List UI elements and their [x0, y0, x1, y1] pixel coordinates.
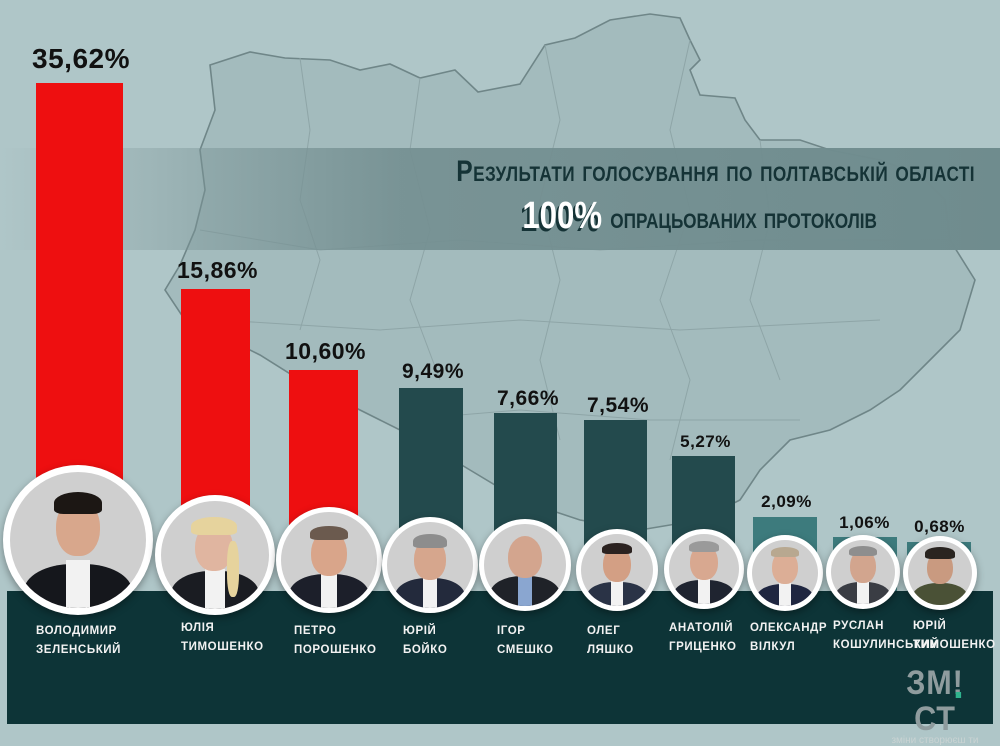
names-panel [7, 591, 993, 724]
title-line-1: Результати голосування по полтавській об… [456, 155, 975, 188]
value-label: 15,86% [176, 257, 258, 283]
photo-boyko [382, 517, 478, 613]
chart-title: Результати голосування по полтавській об… [0, 150, 975, 241]
value-label: 9,49% [401, 360, 465, 383]
photo-tymoshenko-yulia [155, 495, 275, 615]
candidate-name: ВОЛОДИМИР ЗЕЛЕНСЬКИЙ [36, 625, 122, 656]
photo-zelensky [3, 465, 153, 615]
candidate-name: ЮРІЙ БОЙКО [403, 625, 448, 656]
candidate-name: АНАТОЛІЙ ГРИЦЕНКО [669, 622, 737, 653]
photo-vilkul [747, 535, 823, 611]
value-label: 10,60% [284, 338, 366, 364]
value-label: 2,09% [761, 492, 812, 511]
photo-hrytsenko [664, 529, 744, 609]
value-label: 5,27% [680, 432, 731, 451]
candidate-name: ЮРІЙ ТИМОШЕНКО [913, 620, 996, 651]
value-label: 7,66% [496, 387, 560, 410]
logo-accent-dot-icon [955, 692, 961, 698]
candidate-name: ПЕТРО ПОРОШЕНКО [294, 625, 377, 656]
candidate-name: ОЛЕГ ЛЯШКО [587, 625, 634, 656]
value-label: 1,06% [839, 513, 890, 532]
photo-koshulynsky [826, 535, 900, 609]
title-line-2: 100% опрацьованих протоколів [158, 194, 877, 241]
photo-smeshko [479, 519, 571, 611]
candidate-name: ІГОР СМЕШКО [497, 625, 554, 656]
title-line-2-text: опрацьованих протоколів [610, 202, 877, 235]
candidate-name: ЮЛІЯ ТИМОШЕНКО [181, 622, 264, 653]
logo-wordmark: ЗМ! СТ [906, 664, 964, 738]
photo-tymoshenko-yuriy [903, 536, 977, 610]
value-label: 35,62% [32, 43, 130, 74]
value-label: 7,54% [586, 394, 650, 417]
logo-exclamation: ! [952, 664, 964, 702]
photo-lyashko [576, 529, 658, 611]
value-label: 0,68% [914, 517, 965, 536]
protocols-processed-percent: 100% [522, 195, 603, 237]
zmist-logo: ЗМ! СТ зміни створюєш ти [880, 665, 990, 746]
candidate-name: ОЛЕКСАНДР ВІЛКУЛ [750, 622, 828, 653]
title-band [0, 148, 1000, 250]
candidate-name: РУСЛАН КОШУЛИНСЬКИЙ [833, 620, 940, 651]
photo-poroshenko [276, 507, 382, 613]
